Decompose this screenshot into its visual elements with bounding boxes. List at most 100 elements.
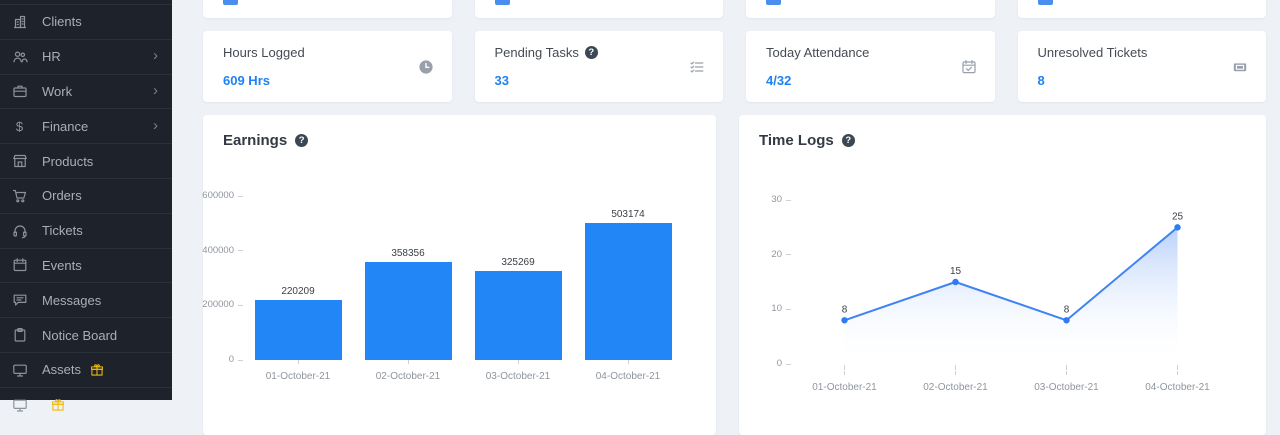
bar-value-label: 220209 bbox=[281, 285, 315, 297]
chat-icon bbox=[11, 292, 28, 309]
cart-icon bbox=[11, 187, 28, 204]
y-tick-label: 30 bbox=[771, 195, 791, 205]
x-tick-label: 02-October-21 bbox=[353, 360, 463, 384]
sidebar-item-assets[interactable]: Assets bbox=[0, 351, 172, 387]
earnings-y-axis: 0 200000 400000 600000 bbox=[202, 191, 243, 365]
y-tick-label: 600000 bbox=[202, 191, 243, 201]
partial-value bbox=[494, 0, 510, 5]
sidebar-item-hr[interactable]: HR › bbox=[0, 38, 172, 74]
sidebar-item-work[interactable]: Work › bbox=[0, 73, 172, 109]
headset-icon bbox=[11, 222, 28, 239]
sidebar-item-products[interactable]: Products bbox=[0, 143, 172, 178]
partial-stat-card bbox=[474, 0, 723, 18]
data-point-01-October-21[interactable] bbox=[841, 317, 848, 324]
earnings-x-axis: 01-October-21 02-October-21 03-October-21 0… bbox=[243, 360, 683, 384]
sidebar-item-orders[interactable]: Orders bbox=[0, 177, 172, 213]
y-tick-label: 10 bbox=[771, 304, 791, 314]
bar-04-October-21[interactable]: 503174 bbox=[573, 196, 683, 360]
people-icon bbox=[11, 48, 28, 65]
sidebar-item-label: Messages bbox=[42, 292, 102, 308]
sidebar-item-tickets[interactable]: Tickets bbox=[0, 212, 172, 248]
earnings-card: Earnings ? 0 200000 400000 600000 220209 358… bbox=[202, 115, 716, 435]
sidebar-item-clients[interactable]: Clients bbox=[0, 4, 172, 39]
stat-row: Hours Logged 609 Hrs Pending Tasks? 33 Today… bbox=[203, 31, 1266, 102]
monitor-icon bbox=[11, 396, 28, 413]
x-tick-label: 03-October-21 bbox=[463, 360, 573, 384]
sidebar-item-label: Products bbox=[42, 153, 94, 169]
data-point-03-October-21[interactable] bbox=[1063, 317, 1070, 324]
bar-value-label: 325269 bbox=[501, 257, 535, 269]
timelogs-line-chart[interactable]: 8 15 8 25 bbox=[789, 200, 1233, 372]
chevron-right-icon: › bbox=[153, 47, 158, 65]
stat-card-value: 8 bbox=[1037, 73, 1045, 88]
stat-card-title: Unresolved Tickets bbox=[1037, 45, 1148, 60]
help-icon[interactable]: ? bbox=[295, 134, 309, 147]
partial-value bbox=[1037, 0, 1053, 5]
building-icon bbox=[11, 13, 28, 30]
point-value-label: 25 bbox=[1172, 211, 1184, 222]
partial-value bbox=[223, 0, 238, 5]
sidebar-item-label: Clients bbox=[42, 14, 82, 30]
clock-icon bbox=[418, 59, 434, 75]
dollar-icon: $ bbox=[15, 118, 24, 134]
chevron-right-icon: › bbox=[153, 116, 158, 134]
checklist-icon bbox=[689, 59, 705, 75]
sidebar-item-label: Events bbox=[42, 257, 82, 273]
bar-02-October-21[interactable]: 358356 bbox=[353, 196, 463, 360]
bar-03-October-21[interactable]: 325269 bbox=[463, 196, 573, 360]
bar-value-label: 358356 bbox=[391, 248, 425, 259]
charts-row: Earnings ? 0 200000 400000 600000 220209 358… bbox=[202, 115, 1266, 435]
earnings-title: Earnings bbox=[223, 132, 288, 149]
briefcase-icon bbox=[11, 83, 28, 100]
help-icon[interactable]: ? bbox=[584, 46, 598, 59]
stat-card-value: 33 bbox=[494, 73, 509, 88]
partial-stat-card bbox=[203, 0, 452, 18]
sidebar-item-notice-board[interactable]: Notice Board bbox=[0, 317, 172, 352]
x-tick-label: 04-October-21 bbox=[573, 360, 683, 384]
store-icon bbox=[11, 153, 28, 170]
sidebar-item-label: Finance bbox=[42, 118, 89, 134]
data-point-04-October-21[interactable] bbox=[1174, 224, 1181, 231]
sidebar-item-label: Work bbox=[42, 83, 73, 99]
calendar-icon bbox=[11, 257, 28, 274]
stat-card-value: 609 Hrs bbox=[223, 73, 270, 88]
sidebar-item-messages[interactable]: Messages bbox=[0, 282, 172, 317]
stat-card-value: 4/32 bbox=[766, 73, 792, 88]
partial-stat-card bbox=[1017, 0, 1266, 18]
y-tick-label: 0 bbox=[777, 359, 791, 369]
y-tick-label: 400000 bbox=[202, 245, 243, 256]
ticket-icon bbox=[1232, 59, 1248, 75]
sidebar-item-label: Tickets bbox=[42, 223, 83, 239]
point-value-label: 8 bbox=[1064, 304, 1070, 315]
x-tick-label: 01-October-21 bbox=[789, 371, 900, 395]
stat-row-partial bbox=[203, 0, 1266, 18]
stat-card-hours-logged: Hours Logged 609 Hrs bbox=[203, 31, 452, 102]
x-tick-label: 03-October-21 bbox=[1011, 371, 1122, 395]
data-point-02-October-21[interactable] bbox=[952, 278, 959, 286]
chevron-right-icon: › bbox=[153, 81, 158, 99]
partial-value bbox=[766, 0, 781, 5]
x-tick-label: 01-October-21 bbox=[243, 360, 353, 384]
gift-icon bbox=[90, 363, 104, 377]
stat-card-title: Today Attendance bbox=[766, 45, 870, 60]
timelogs-y-axis: 0 10 20 30 bbox=[739, 195, 791, 369]
stat-card-title: Hours Logged bbox=[223, 45, 305, 60]
y-tick-label: 200000 bbox=[202, 300, 243, 310]
sidebar-item-partial[interactable] bbox=[0, 386, 172, 422]
clipboard-icon bbox=[11, 327, 28, 344]
sidebar-item-finance[interactable]: $ Finance › bbox=[0, 108, 172, 143]
point-value-label: 15 bbox=[950, 266, 962, 277]
sidebar-item-events[interactable]: Events bbox=[0, 247, 172, 283]
help-icon[interactable]: ? bbox=[841, 134, 855, 147]
x-tick-label: 04-October-21 bbox=[1122, 371, 1233, 395]
sidebar-item-label: Assets bbox=[42, 362, 82, 378]
bar-01-October-21[interactable]: 220209 bbox=[243, 196, 353, 360]
earnings-bar-chart[interactable]: 220209 358356 325269 503174 bbox=[243, 196, 683, 360]
monitor-icon bbox=[11, 361, 28, 378]
timelogs-card: Time Logs ? 0 10 20 30 8 15 8 25 01-October-21… bbox=[739, 115, 1266, 435]
timelogs-x-axis: 01-October-21 02-October-21 03-October-21 0… bbox=[789, 371, 1233, 395]
partial-stat-card bbox=[746, 0, 995, 18]
stat-card-pending-tasks: Pending Tasks? 33 bbox=[474, 31, 723, 102]
point-value-label: 8 bbox=[842, 304, 848, 315]
timelogs-title: Time Logs bbox=[759, 132, 834, 149]
